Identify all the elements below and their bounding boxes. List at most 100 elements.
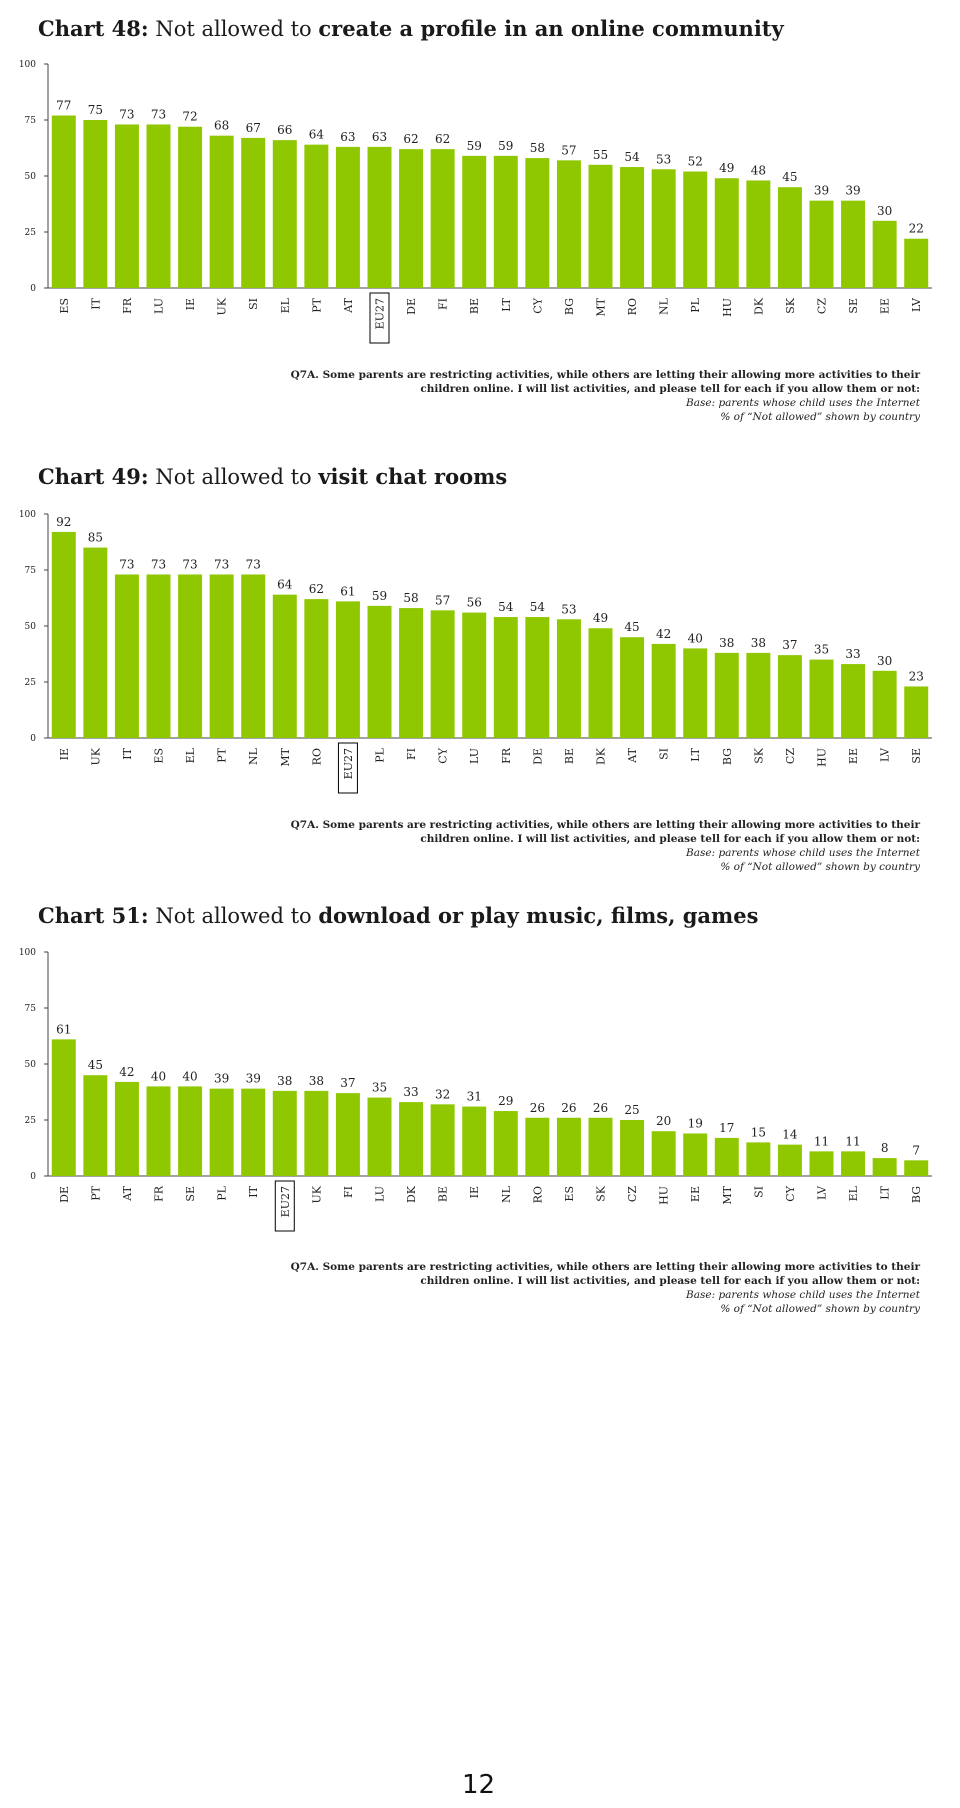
value-label-FI: 62 — [435, 132, 450, 146]
value-label-AT: 42 — [119, 1065, 134, 1079]
bar-FR — [493, 617, 518, 738]
bar-FI — [335, 1093, 360, 1176]
value-label-IT: 75 — [88, 103, 103, 117]
value-label-BG: 38 — [719, 636, 734, 650]
bar-DK — [399, 1102, 424, 1176]
bar-CY — [777, 1144, 802, 1176]
chart-51-base: Base: parents whose child uses the Inter… — [686, 1289, 920, 1301]
chart-48-block: Chart 48: Not allowed to create a profil… — [0, 0, 960, 440]
chart-51-title-prefix: Chart 51: — [38, 903, 149, 928]
category-label-EU27: EU27 — [279, 1186, 292, 1217]
category-label-SE: SE — [184, 1186, 197, 1202]
bar-LV — [872, 670, 897, 738]
y-tick-label: 25 — [25, 228, 37, 238]
bar-EL — [841, 1151, 866, 1176]
value-label-SE: 23 — [909, 669, 924, 683]
bar-NL — [241, 574, 266, 738]
value-label-CY: 58 — [530, 141, 545, 155]
value-label-AT: 63 — [340, 130, 355, 144]
value-label-FI: 37 — [340, 1076, 355, 1090]
category-label-EL: EL — [847, 1185, 860, 1201]
bar-FR — [146, 1086, 171, 1176]
value-label-PT: 64 — [309, 128, 325, 142]
y-tick-label: 25 — [25, 678, 37, 688]
category-label-HU: HU — [658, 1186, 671, 1205]
value-label-EU27: 63 — [372, 130, 387, 144]
bar-LT — [493, 155, 518, 288]
value-label-AT: 45 — [624, 620, 639, 634]
value-label-SE: 39 — [845, 184, 860, 198]
value-label-ES: 26 — [561, 1101, 576, 1115]
bar-EE — [683, 1133, 708, 1176]
category-label-RO: RO — [310, 748, 323, 765]
bar-CY — [430, 610, 455, 738]
bar-IE — [178, 126, 203, 288]
y-tick-label: 100 — [19, 510, 36, 520]
value-label-CZ: 37 — [782, 638, 797, 652]
chart-48-pct: % of “Not allowed” shown by country — [720, 411, 920, 423]
bar-SI — [651, 643, 676, 738]
category-label-NL: NL — [658, 297, 671, 315]
category-label-IT: IT — [121, 747, 134, 759]
bar-SE — [904, 686, 929, 738]
chart-51-title-plain: Not allowed to — [155, 904, 312, 928]
bar-UK — [83, 547, 108, 738]
category-label-EU27: EU27 — [374, 298, 387, 329]
value-label-DE: 62 — [403, 132, 418, 146]
value-label-ES: 73 — [151, 557, 166, 571]
y-tick-label: 50 — [25, 1060, 37, 1070]
bar-FR — [114, 124, 139, 288]
chart-48-question: Q7A. Some parents are restricting activi… — [290, 369, 920, 395]
bar-FI — [399, 608, 424, 738]
value-label-LV: 11 — [814, 1134, 829, 1148]
bar-EL — [178, 574, 203, 738]
value-label-PT: 45 — [88, 1058, 103, 1072]
value-label-SI: 42 — [656, 627, 671, 641]
category-label-CZ: CZ — [626, 1186, 639, 1202]
y-tick-label: 0 — [30, 284, 36, 294]
bar-CZ — [809, 200, 834, 288]
category-label-IT: IT — [247, 1185, 260, 1197]
category-label-PL: PL — [374, 747, 387, 762]
bar-BG — [714, 652, 739, 738]
value-label-UK: 38 — [309, 1074, 324, 1088]
value-label-CY: 57 — [435, 593, 450, 607]
chart-48-svg: 0 25 50 75 100 77 ES 75 IT 73 FR 73 LU 72 IE 68 UK 67 SI 66… — [19, 60, 932, 344]
value-label-LU: 56 — [467, 596, 482, 610]
value-label-PL: 39 — [214, 1072, 229, 1086]
category-label-FI: FI — [405, 748, 418, 760]
category-label-SK: SK — [784, 297, 797, 314]
category-label-IT: IT — [89, 297, 102, 309]
bar-UK — [304, 1090, 329, 1176]
chart-49-title-plain: Not allowed to — [155, 465, 312, 489]
value-label-MT: 55 — [593, 148, 608, 162]
value-label-UK: 68 — [214, 119, 229, 133]
value-label-RO: 54 — [624, 150, 640, 164]
category-label-UK: UK — [89, 747, 102, 765]
y-tick-label: 50 — [25, 622, 37, 632]
value-label-LT: 59 — [498, 139, 513, 153]
category-label-BG: BG — [910, 1186, 923, 1203]
value-label-LV: 22 — [909, 222, 924, 236]
value-label-IE: 31 — [467, 1090, 482, 1104]
category-label-SI: SI — [247, 298, 260, 310]
value-label-SI: 15 — [751, 1125, 766, 1139]
bar-ES — [146, 574, 171, 738]
bar-ES — [51, 115, 76, 289]
bar-LT — [683, 648, 708, 738]
category-label-PT: PT — [89, 1185, 102, 1200]
value-label-BE: 59 — [467, 139, 482, 153]
value-label-UK: 85 — [88, 531, 103, 545]
bar-ES — [556, 1117, 581, 1176]
y-tick-label: 100 — [19, 948, 36, 958]
y-tick-label: 75 — [25, 116, 37, 126]
category-label-SI: SI — [658, 748, 671, 760]
category-label-CY: CY — [531, 297, 544, 313]
value-label-SK: 45 — [782, 170, 797, 184]
chart-51-pct: % of “Not allowed” shown by country — [720, 1303, 920, 1315]
category-label-DK: DK — [595, 747, 608, 765]
bar-AT — [620, 637, 645, 738]
value-label-MT: 17 — [719, 1121, 734, 1135]
bar-SK — [588, 1117, 613, 1176]
chart-48-title: Chart 48: Not allowed to create a profil… — [38, 16, 784, 41]
